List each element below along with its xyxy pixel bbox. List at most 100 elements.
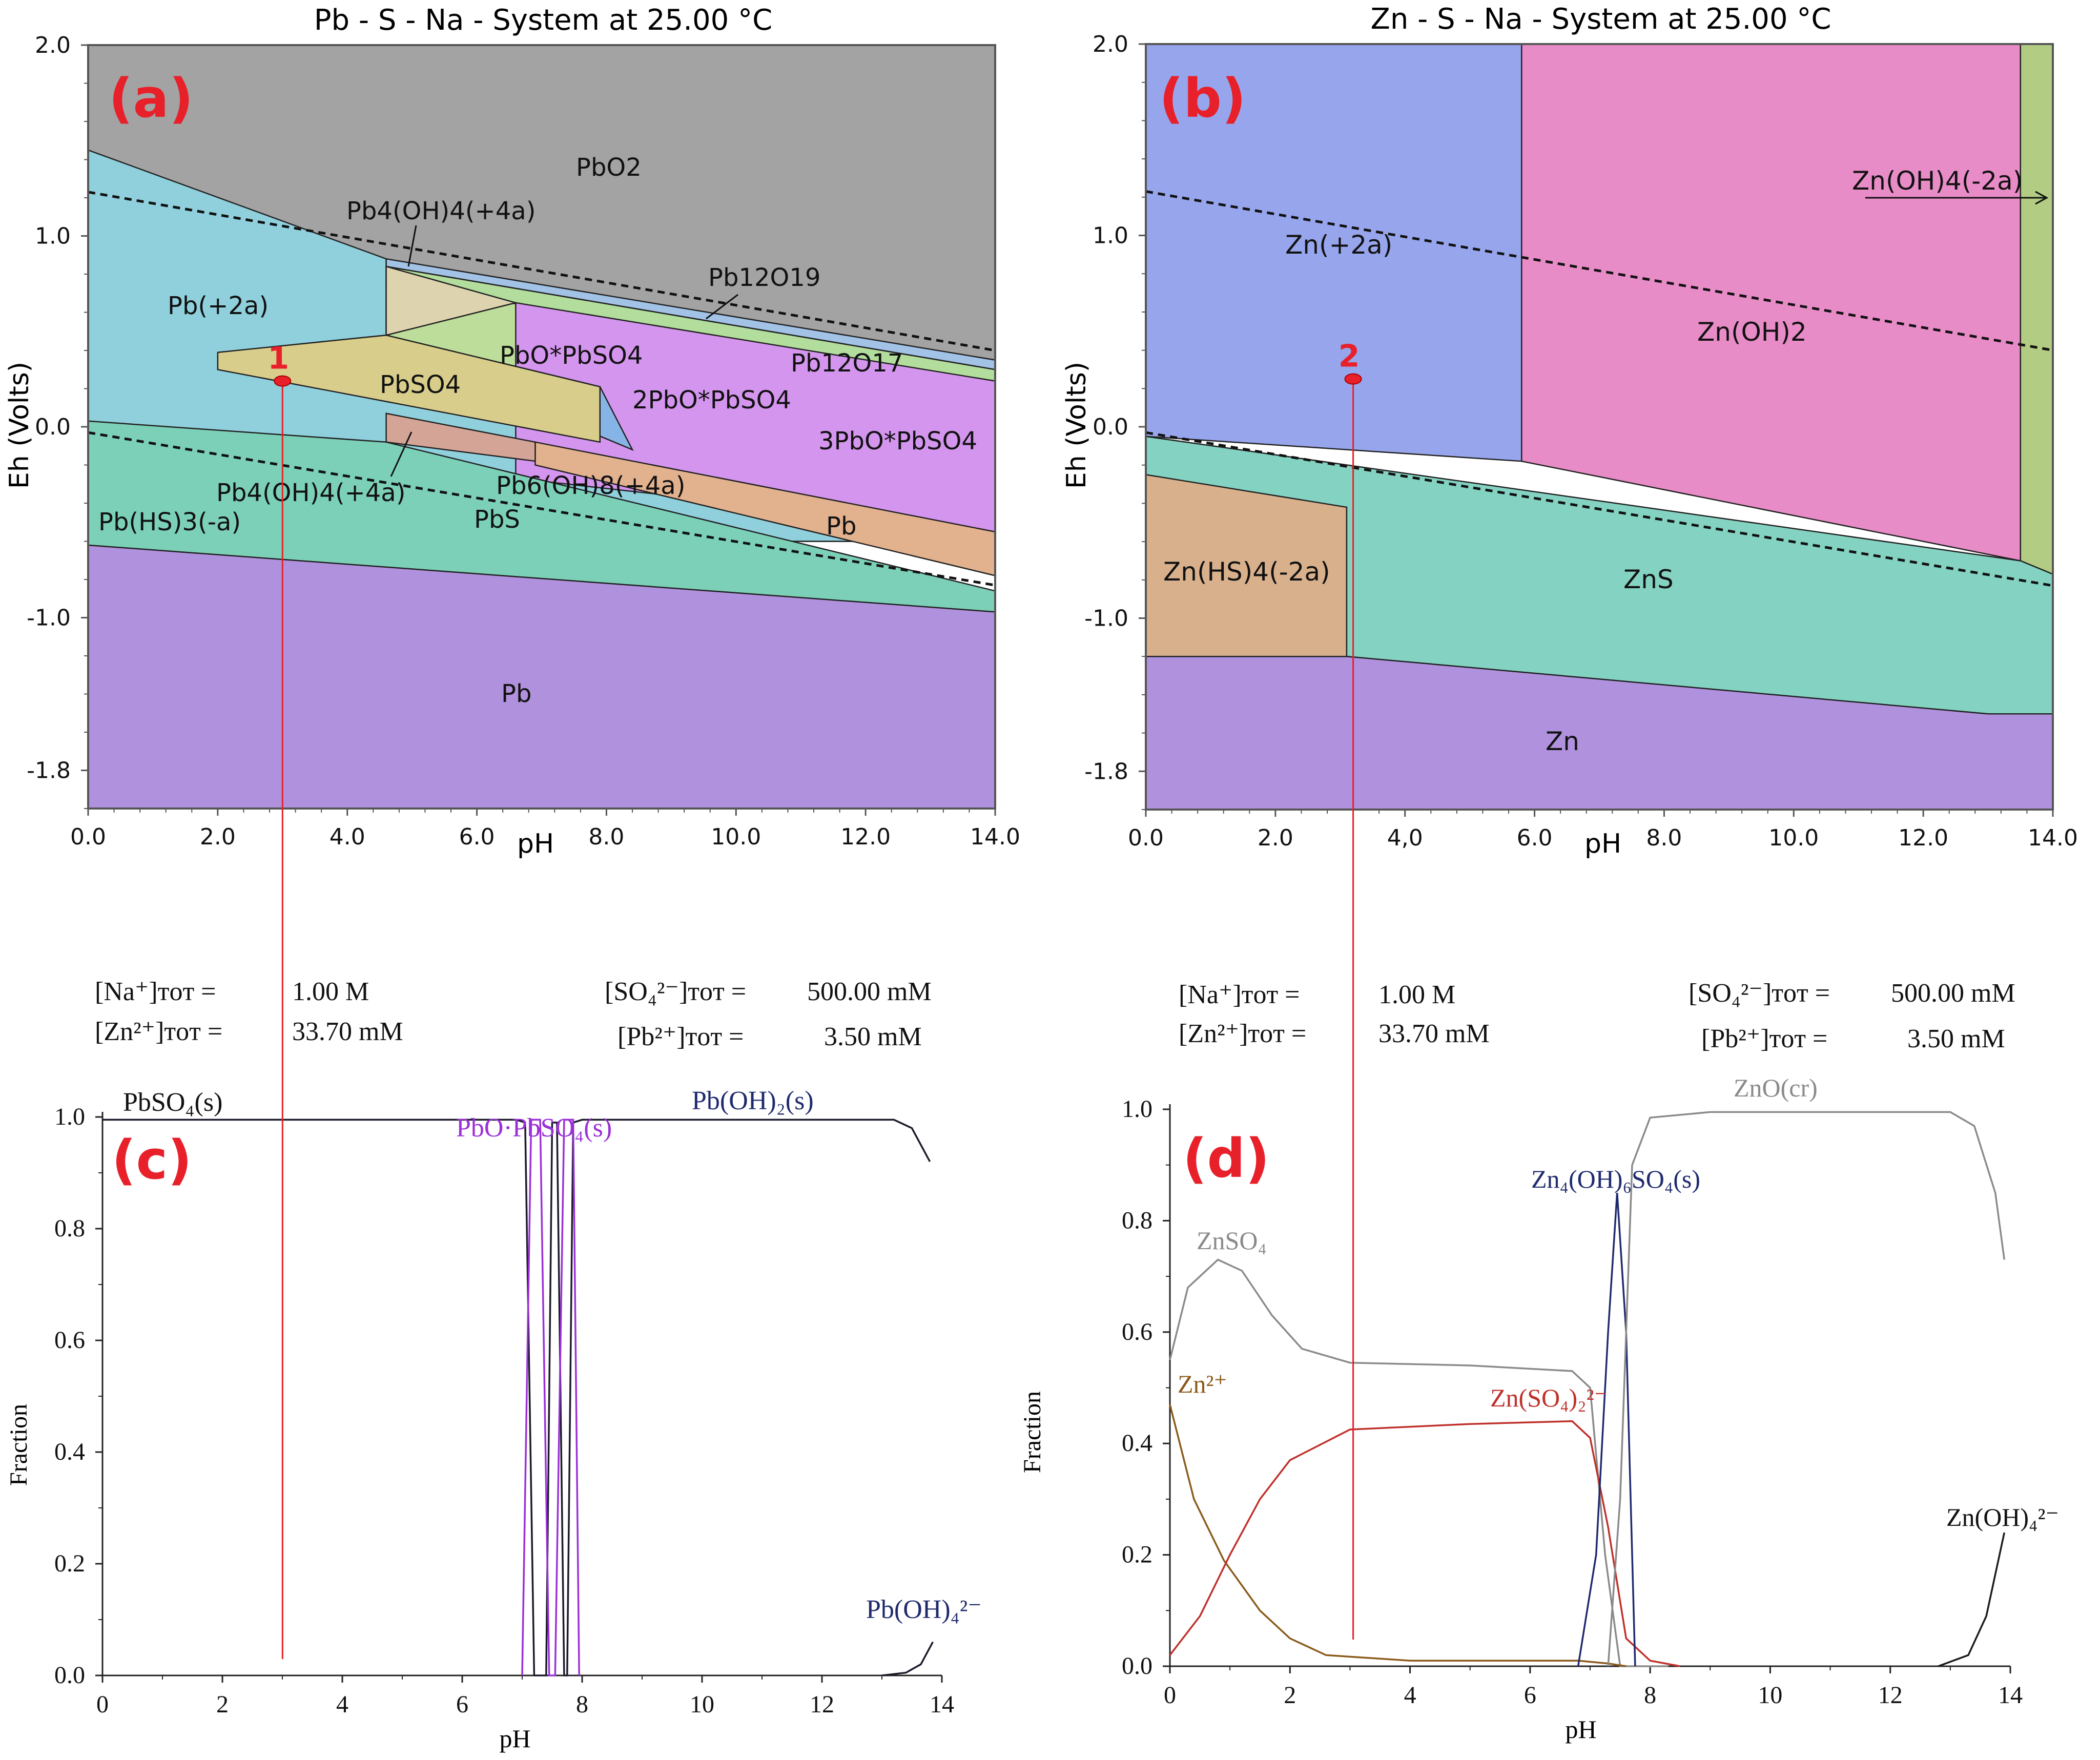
x-tick-label: 8 bbox=[1644, 1682, 1656, 1709]
region-pb4oh4 bbox=[385, 265, 519, 336]
x-tick-label: 8 bbox=[576, 1691, 588, 1718]
panel-a-ylabel: Eh (Volts) bbox=[4, 362, 35, 489]
x-tick-label: 12 bbox=[1878, 1682, 1903, 1709]
panel-c-letter: (c) bbox=[112, 1129, 192, 1191]
info-c-so4-value: 500.00 mM bbox=[807, 977, 932, 1006]
panel-c-series bbox=[102, 1119, 934, 1676]
species-label-pboh4: Pb(OH)₄²⁻ bbox=[866, 1595, 982, 1624]
info-c-zn-value: 33.70 mM bbox=[292, 1017, 403, 1046]
series-line-2 bbox=[1169, 1420, 1681, 1667]
x-tick-label: 4.0 bbox=[330, 824, 365, 850]
x-tick-label: 8.0 bbox=[588, 824, 624, 850]
panel-a: Pb - S - Na - System at 25.00 °C 0.0 2.0 4… bbox=[4, 4, 1020, 859]
y-tick-label: -1.0 bbox=[1084, 606, 1128, 632]
y-tick-label: 0.6 bbox=[54, 1327, 85, 1354]
x-tick-label: 12.0 bbox=[1898, 825, 1948, 851]
x-tick-label: 12.0 bbox=[840, 824, 891, 850]
region-label-pb4oh4b: Pb4(OH)4(+4a) bbox=[216, 479, 405, 507]
region-label-pbso4: PbSO4 bbox=[380, 370, 461, 399]
species-label-zno: ZnO(cr) bbox=[1734, 1073, 1818, 1102]
x-tick-label: 14 bbox=[1998, 1682, 2023, 1709]
panel-c-ylabel: Fraction bbox=[5, 1404, 32, 1486]
info-d-pb-label: [Pb²⁺]ᴛᴏᴛ = bbox=[1701, 1024, 1827, 1053]
x-tick-label: 6 bbox=[456, 1691, 468, 1718]
x-tick-label: 10.0 bbox=[711, 824, 761, 850]
info-c-pb-value: 3.50 mM bbox=[824, 1022, 922, 1051]
y-tick-label: 1.0 bbox=[1122, 1095, 1152, 1123]
panel-c-axes: 0 2 4 6 8 10 12 14 0.0 0.2 0.4 0.6 0.8 1.0 bbox=[54, 1103, 954, 1718]
panel-a-axes: 0.0 2.0 4.0 6.0 8.0 10.0 12.0 14.0 2.0 1.0 0.0 -1.0… bbox=[27, 32, 1020, 850]
y-tick-label: 0.0 bbox=[1122, 1652, 1152, 1680]
y-tick-label: -1.0 bbox=[27, 605, 71, 631]
region-label-zn2a: Zn(+2a) bbox=[1285, 230, 1392, 260]
y-tick-label: 1.0 bbox=[1093, 223, 1128, 249]
panel-a-regions bbox=[87, 44, 996, 810]
species-label-zn4oh6: Zn₄(OH)₆SO₄(s) bbox=[1531, 1165, 1700, 1193]
series-line-0 bbox=[102, 1119, 931, 1676]
x-tick-label: 4 bbox=[336, 1691, 348, 1718]
species-label-znso42: Zn(SO₄)₂²⁻ bbox=[1490, 1383, 1608, 1412]
x-tick-label: 4 bbox=[1404, 1682, 1416, 1709]
region-label-pb12o17: Pb12O17 bbox=[791, 349, 903, 378]
y-tick-label: 0.8 bbox=[1122, 1207, 1152, 1234]
y-tick-label: 0.0 bbox=[1093, 414, 1128, 440]
panel-d-axes: 0 2 4 6 8 10 12 14 0.0 0.2 0.4 0.6 0.8 1.0 bbox=[1122, 1095, 2023, 1709]
region-label-3pbo: 3PbO*PbSO4 bbox=[818, 427, 977, 455]
species-label-znso4: ZnSO₄ bbox=[1197, 1226, 1267, 1255]
info-c-zn-label: [Zn²⁺]ᴛᴏᴛ = bbox=[95, 1017, 222, 1046]
species-label-pboh2: Pb(OH)₂(s) bbox=[692, 1086, 814, 1115]
region-label-pb2a: Pb(+2a) bbox=[168, 292, 269, 320]
species-label-pbso4: PbSO₄(s) bbox=[123, 1088, 222, 1117]
info-c-na-value: 1.00 M bbox=[292, 977, 369, 1006]
region-label-pbs: PbS bbox=[474, 505, 520, 534]
panel-a-title: Pb - S - Na - System at 25.00 °C bbox=[314, 4, 772, 37]
y-tick-label: 0.2 bbox=[54, 1550, 85, 1577]
x-tick-label: 4,0 bbox=[1387, 825, 1423, 851]
x-tick-label: 10 bbox=[690, 1691, 714, 1718]
region-label-pbopbso4: PbO*PbSO4 bbox=[500, 341, 643, 370]
region-label-pb-mid: Pb bbox=[826, 512, 856, 541]
info-d-na-value: 1.00 M bbox=[1378, 980, 1455, 1009]
region-label-znhs4: Zn(HS)4(-2a) bbox=[1163, 557, 1330, 587]
y-tick-label: 1.0 bbox=[35, 223, 71, 250]
y-tick-label: 0.8 bbox=[54, 1215, 85, 1242]
panel-d-ylabel: Fraction bbox=[1019, 1391, 1046, 1473]
info-d-so4-value: 500.00 mM bbox=[1891, 979, 2015, 1008]
region-label-pb4oh4: Pb4(OH)4(+4a) bbox=[346, 197, 536, 225]
x-tick-label: 12 bbox=[810, 1691, 834, 1718]
y-tick-label: 0.4 bbox=[54, 1438, 85, 1465]
panel-b-letter: (b) bbox=[1159, 67, 1246, 130]
x-tick-label: 2 bbox=[216, 1691, 229, 1718]
y-tick-label: 2.0 bbox=[35, 32, 71, 58]
series-line-0 bbox=[1169, 1258, 1669, 1667]
x-tick-label: 10 bbox=[1758, 1682, 1782, 1709]
series-line-2 bbox=[881, 1641, 934, 1676]
y-tick-label: 0.6 bbox=[1122, 1318, 1152, 1345]
y-tick-label: 0.2 bbox=[1122, 1541, 1152, 1568]
x-tick-label: 0.0 bbox=[1128, 825, 1164, 851]
series-line-3 bbox=[1577, 1192, 1636, 1667]
y-tick-label: -1.8 bbox=[1084, 758, 1128, 784]
marker-label-b: 2 bbox=[1339, 339, 1360, 375]
leader-line bbox=[706, 294, 738, 320]
x-tick-label: 6.0 bbox=[1517, 825, 1553, 851]
panel-b-title: Zn - S - Na - System at 25.00 °C bbox=[1371, 3, 1831, 36]
x-tick-label: 2 bbox=[1284, 1682, 1296, 1709]
x-tick-label: 8.0 bbox=[1646, 825, 1682, 851]
panel-d-series bbox=[1169, 1111, 2006, 1667]
region-label-znoh2: Zn(OH)2 bbox=[1697, 317, 1807, 347]
leader-line bbox=[390, 431, 413, 477]
panel-c-xlabel: pH bbox=[499, 1724, 530, 1753]
x-tick-label: 14 bbox=[930, 1691, 954, 1718]
panel-a-letter: (a) bbox=[109, 67, 193, 130]
water-stability-line bbox=[1145, 190, 2053, 352]
info-d-so4-label: [SO₄²⁻]ᴛᴏᴛ = bbox=[1689, 979, 1830, 1008]
series-line-4 bbox=[1607, 1111, 2006, 1667]
panel-b-ylabel: Eh (Volts) bbox=[1061, 362, 1092, 489]
region-label-znoh4: Zn(OH)4(-2a) bbox=[1852, 166, 2023, 196]
region-label-pb12o19: Pb12O19 bbox=[708, 263, 820, 292]
region-label-zn: Zn bbox=[1546, 727, 1579, 756]
panel-d-xlabel: pH bbox=[1565, 1715, 1596, 1744]
panel-b-water-lines bbox=[1145, 190, 2053, 587]
